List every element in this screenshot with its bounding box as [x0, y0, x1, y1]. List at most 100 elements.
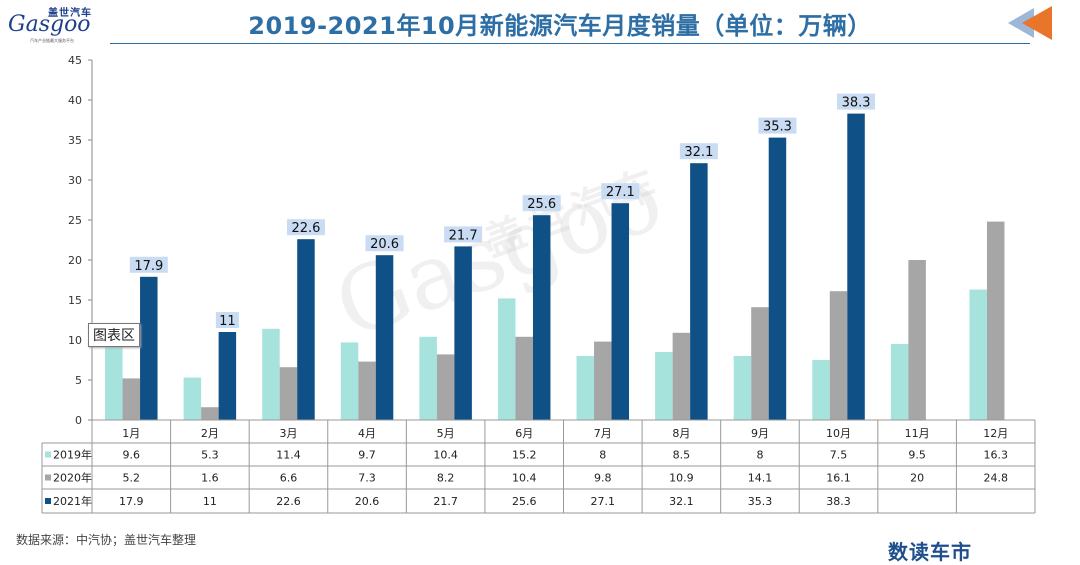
- gasgoo-logo[interactable]: 盖世汽车 Gasgoo 汽车产业链最大服务平台: [8, 4, 108, 44]
- data-label-box: [601, 183, 640, 200]
- bar-2021年: [140, 276, 158, 420]
- table-cell: 5.2: [123, 472, 141, 485]
- bar-2020年: [829, 291, 848, 420]
- bar-chart: 0 5 10 15 20 25 30 35 40 45 17.9 11 22.6 20.6 21.7 25.6…: [41, 54, 1036, 514]
- legend-swatch-2021年: [45, 498, 51, 504]
- table-cell: 16.1: [826, 472, 851, 485]
- logo-wordmark: Gasgoo: [8, 12, 91, 37]
- bar-2020年: [986, 221, 1005, 420]
- bar-2019年: [655, 352, 673, 420]
- table-cell: 7.3: [358, 472, 376, 485]
- logo-chinese-text: 盖世汽车: [48, 8, 92, 19]
- back-arrow-icon[interactable]: [1008, 6, 1058, 40]
- bar-2019年: [262, 328, 280, 420]
- table-cell: 1.6: [201, 472, 219, 485]
- y-tick-label: 25: [68, 214, 82, 227]
- bar-2020年: [908, 260, 926, 420]
- table-cell: 27.1: [591, 495, 616, 508]
- table-cell: 8: [599, 449, 606, 462]
- bar-2020年: [751, 307, 769, 420]
- table-cell: 21.7: [433, 495, 458, 508]
- chart-area-tooltip: 图表区: [88, 323, 140, 347]
- page-title: 2019-2021年10月新能源汽车月度销量（单位：万辆）: [248, 12, 872, 40]
- data-label: 35.3: [763, 120, 792, 135]
- bar-2021年: [454, 246, 472, 420]
- data-label: 27.1: [606, 185, 635, 200]
- data-label-box: [758, 117, 797, 134]
- bar-2020年: [515, 336, 533, 420]
- data-label-box: [129, 256, 168, 273]
- table-cell: 35.3: [748, 495, 773, 508]
- table-cell: 10.9: [669, 472, 694, 485]
- x-category-label: 6月: [515, 427, 533, 440]
- table-cell: 6.6: [280, 472, 298, 485]
- data-label: 38.3: [842, 96, 871, 111]
- data-label: 20.6: [370, 237, 399, 252]
- x-category-label: 4月: [358, 427, 376, 440]
- y-tick-label: 5: [75, 374, 82, 387]
- table-cell: 5.3: [201, 449, 219, 462]
- y-tick-label: 35: [68, 134, 82, 147]
- x-category-label: 9月: [751, 427, 769, 440]
- bar-2019年: [105, 343, 123, 420]
- table-cell: 7.5: [830, 449, 848, 462]
- legend-swatch-2019年: [45, 451, 51, 458]
- table-cell: 15.2: [512, 449, 537, 462]
- x-category-label: 3月: [279, 427, 297, 440]
- bar-2019年: [183, 377, 202, 420]
- bar-2019年: [969, 289, 987, 420]
- bar-2020年: [279, 367, 298, 420]
- table-cell: 8: [756, 449, 763, 462]
- bar-2020年: [672, 332, 691, 420]
- bar-2021年: [768, 137, 787, 420]
- table-cell: 20: [910, 472, 924, 485]
- y-tick-label: 10: [68, 334, 82, 347]
- table-cell: 9.7: [358, 449, 376, 462]
- table-cell: 8.5: [673, 449, 691, 462]
- bar-2020年: [436, 354, 455, 420]
- table-cell: 9.5: [908, 449, 926, 462]
- bar-2021年: [690, 163, 708, 420]
- table-cell: 17.9: [119, 495, 144, 508]
- table-cell: 11.4: [276, 449, 301, 462]
- table-cell: 14.1: [748, 472, 773, 485]
- logo-slogan: 汽车产业链最大服务平台: [30, 38, 74, 43]
- data-label: 17.9: [134, 259, 163, 274]
- data-label: 11: [219, 314, 236, 329]
- table-cell: 10.4: [433, 449, 458, 462]
- table-cell: 9.8: [594, 472, 612, 485]
- legend-label: 2019年: [53, 448, 92, 462]
- data-label-box: [286, 219, 325, 236]
- x-category-label: 10月: [826, 427, 851, 440]
- data-label: 25.6: [527, 197, 556, 212]
- data-label-box: [522, 195, 561, 212]
- table-cell: 10.4: [512, 472, 537, 485]
- bar-2021年: [847, 113, 865, 420]
- bar-2019年: [890, 344, 909, 420]
- data-label-box: [444, 226, 483, 243]
- title-divider: [110, 43, 1030, 44]
- x-category-label: 11月: [905, 427, 930, 440]
- bar-2021年: [532, 215, 551, 420]
- bar-2020年: [594, 341, 612, 420]
- table-cell: 9.6: [123, 449, 141, 462]
- x-category-label: 7月: [594, 427, 612, 440]
- x-category-label: 2月: [201, 427, 219, 440]
- bar-2019年: [733, 356, 752, 420]
- table-cell: 32.1: [669, 495, 694, 508]
- table-cell: 16.3: [983, 449, 1008, 462]
- data-source-note: 数据来源：中汽协；盖世汽车整理: [16, 533, 197, 547]
- bar-2019年: [576, 356, 595, 420]
- table-cell: 20.6: [355, 495, 380, 508]
- bar-2019年: [497, 298, 516, 420]
- y-tick-label: 15: [68, 294, 82, 307]
- legend-swatch-2020年: [45, 474, 51, 481]
- data-label-box: [679, 143, 718, 160]
- y-tick-label: 20: [68, 254, 82, 267]
- x-category-label: 1月: [122, 427, 140, 440]
- y-tick-label: 0: [75, 414, 82, 427]
- bar-2021年: [297, 239, 315, 420]
- data-label: 21.7: [449, 228, 478, 243]
- bar-2019年: [812, 360, 830, 420]
- table-cell: 24.8: [983, 472, 1008, 485]
